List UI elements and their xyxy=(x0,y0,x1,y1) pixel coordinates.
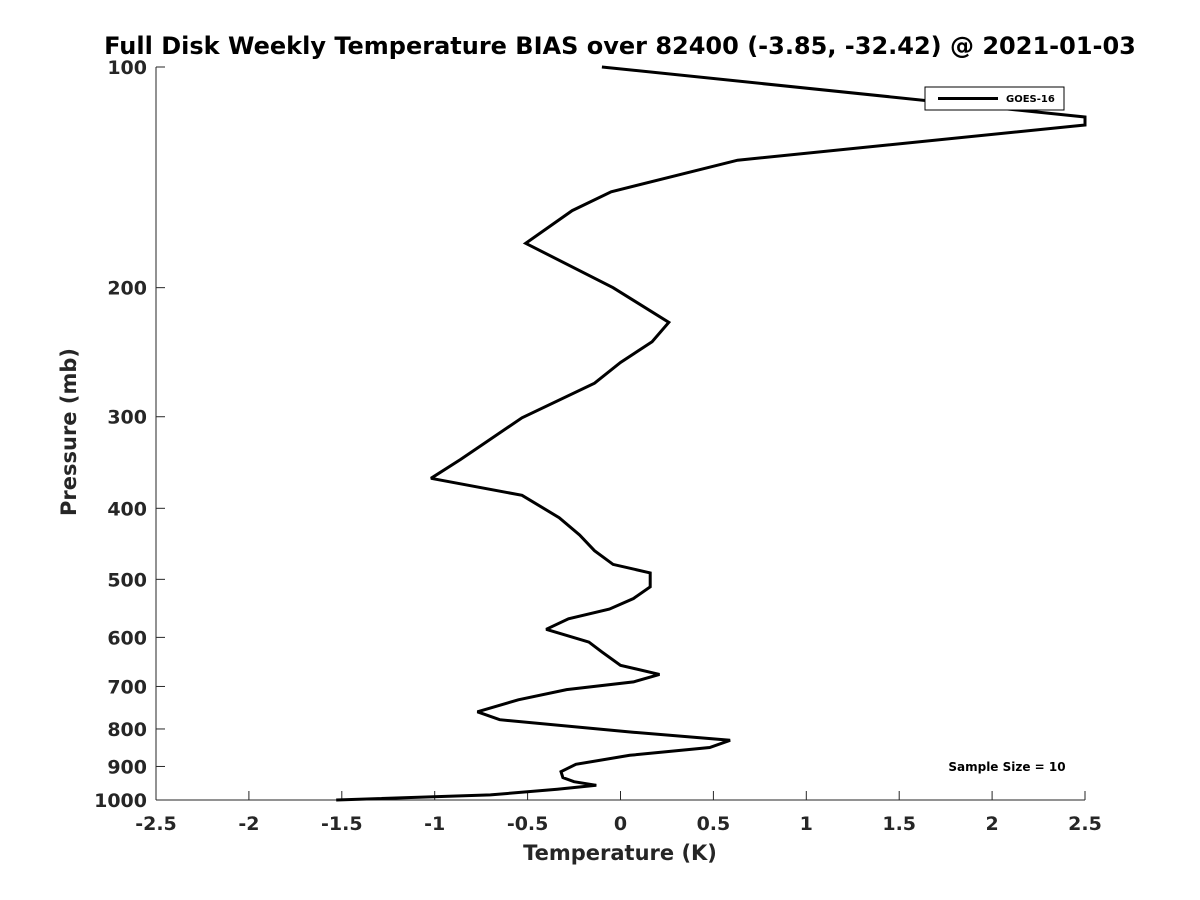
x-tick-label: 2 xyxy=(985,813,998,835)
y-tick-label: 700 xyxy=(107,676,147,698)
y-tick-labels: 100 200 300 400 500 600 700 800 900 1000 xyxy=(94,57,147,812)
x-tick-label: -2.5 xyxy=(135,813,177,835)
plot-axes xyxy=(155,67,1085,801)
y-tick-label: 400 xyxy=(107,498,147,520)
y-tick-label: 600 xyxy=(107,627,147,649)
series-line-goes-16 xyxy=(336,65,1087,802)
x-tick-label: 2.5 xyxy=(1068,813,1102,835)
x-tick-label: -2 xyxy=(238,813,259,835)
x-tick-label: -1 xyxy=(424,813,445,835)
y-tick-label: 500 xyxy=(107,569,147,591)
x-axis-label: Temperature (K) xyxy=(523,841,717,865)
x-tick-label: 0 xyxy=(614,813,627,835)
x-tick-label: 0.5 xyxy=(697,813,731,835)
y-tick-label: 800 xyxy=(107,719,147,741)
y-tick-label: 1000 xyxy=(94,790,147,812)
y-tick-label: 200 xyxy=(107,278,147,300)
series-group xyxy=(336,65,1087,802)
tick-marks xyxy=(155,66,1086,801)
y-tick-label: 900 xyxy=(107,756,147,778)
x-tick-labels: -2.5 -2 -1.5 -1 -0.5 0 0.5 1 1.5 2 2.5 xyxy=(135,813,1102,835)
legend-label-goes16: GOES-16 xyxy=(1006,94,1055,105)
x-tick-label: 1 xyxy=(800,813,813,835)
legend: GOES-16 xyxy=(924,86,1065,111)
y-tick-label: 100 xyxy=(107,57,147,79)
x-tick-label: -1.5 xyxy=(321,813,363,835)
y-axis-label: Pressure (mb) xyxy=(57,348,81,516)
y-tick-label: 300 xyxy=(107,407,147,429)
sample-size-annotation: Sample Size = 10 xyxy=(948,760,1065,774)
chart-title: Full Disk Weekly Temperature BIAS over 8… xyxy=(104,32,1136,60)
x-tick-label: 1.5 xyxy=(882,813,916,835)
x-tick-label: -0.5 xyxy=(507,813,549,835)
